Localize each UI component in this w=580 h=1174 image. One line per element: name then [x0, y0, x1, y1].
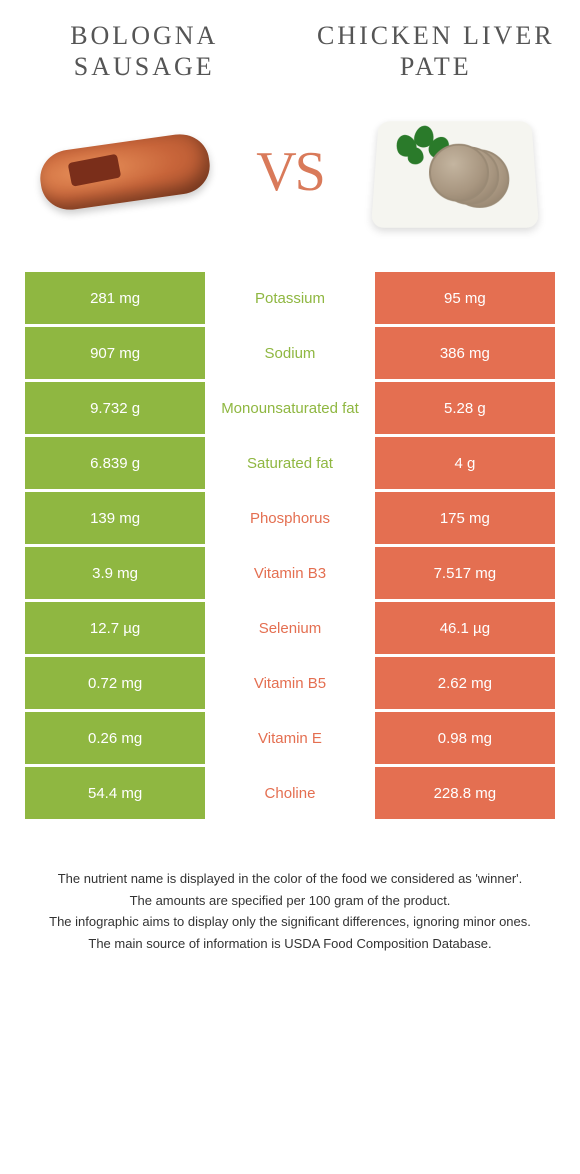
right-food-image — [365, 112, 545, 232]
images-row: VS — [25, 112, 555, 232]
table-row: 907 mgSodium386 mg — [25, 327, 555, 379]
right-value-cell: 5.28 g — [375, 382, 555, 434]
left-food-image — [35, 112, 215, 232]
right-value-cell: 0.98 mg — [375, 712, 555, 764]
nutrient-label-cell: Choline — [205, 767, 375, 819]
table-row: 12.7 µgSelenium46.1 µg — [25, 602, 555, 654]
table-row: 0.72 mgVitamin B52.62 mg — [25, 657, 555, 709]
left-value-cell: 3.9 mg — [25, 547, 205, 599]
table-row: 0.26 mgVitamin E0.98 mg — [25, 712, 555, 764]
right-value-cell: 7.517 mg — [375, 547, 555, 599]
right-value-cell: 4 g — [375, 437, 555, 489]
table-row: 54.4 mgCholine228.8 mg — [25, 767, 555, 819]
nutrient-label-cell: Vitamin E — [205, 712, 375, 764]
left-value-cell: 281 mg — [25, 272, 205, 324]
left-value-cell: 907 mg — [25, 327, 205, 379]
nutrient-label-cell: Potassium — [205, 272, 375, 324]
table-row: 139 mgPhosphorus175 mg — [25, 492, 555, 544]
left-value-cell: 54.4 mg — [25, 767, 205, 819]
left-value-cell: 0.72 mg — [25, 657, 205, 709]
right-value-cell: 2.62 mg — [375, 657, 555, 709]
footer-line: The infographic aims to display only the… — [45, 912, 535, 932]
table-row: 281 mgPotassium95 mg — [25, 272, 555, 324]
right-value-cell: 95 mg — [375, 272, 555, 324]
left-value-cell: 0.26 mg — [25, 712, 205, 764]
comparison-table: 281 mgPotassium95 mg907 mgSodium386 mg9.… — [25, 272, 555, 819]
left-value-cell: 6.839 g — [25, 437, 205, 489]
nutrient-label-cell: Vitamin B3 — [205, 547, 375, 599]
nutrient-label-cell: Saturated fat — [205, 437, 375, 489]
left-food-title: BOLOGNA SAUSAGE — [25, 20, 264, 82]
header: BOLOGNA SAUSAGE CHICKEN LIVER PATE — [25, 20, 555, 82]
right-food-title: CHICKEN LIVER PATE — [317, 20, 556, 82]
table-row: 6.839 gSaturated fat4 g — [25, 437, 555, 489]
right-value-cell: 228.8 mg — [375, 767, 555, 819]
nutrient-label-cell: Vitamin B5 — [205, 657, 375, 709]
nutrient-label-cell: Sodium — [205, 327, 375, 379]
right-value-cell: 46.1 µg — [375, 602, 555, 654]
left-value-cell: 139 mg — [25, 492, 205, 544]
vs-label: VS — [256, 140, 324, 204]
table-row: 3.9 mgVitamin B37.517 mg — [25, 547, 555, 599]
left-value-cell: 9.732 g — [25, 382, 205, 434]
right-value-cell: 175 mg — [375, 492, 555, 544]
footer-line: The nutrient name is displayed in the co… — [45, 869, 535, 889]
pate-icon — [371, 122, 539, 228]
nutrient-label-cell: Phosphorus — [205, 492, 375, 544]
nutrient-label-cell: Monounsaturated fat — [205, 382, 375, 434]
left-value-cell: 12.7 µg — [25, 602, 205, 654]
footer-line: The amounts are specified per 100 gram o… — [45, 891, 535, 911]
nutrient-label-cell: Selenium — [205, 602, 375, 654]
right-value-cell: 386 mg — [375, 327, 555, 379]
sausage-icon — [37, 131, 214, 214]
table-row: 9.732 gMonounsaturated fat5.28 g — [25, 382, 555, 434]
footer-notes: The nutrient name is displayed in the co… — [25, 869, 555, 953]
footer-line: The main source of information is USDA F… — [45, 934, 535, 954]
